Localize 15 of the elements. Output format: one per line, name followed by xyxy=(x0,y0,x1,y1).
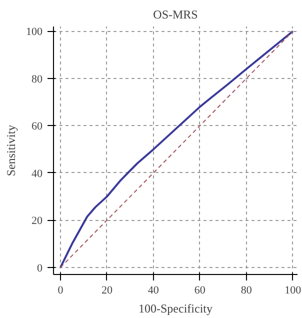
chart-title: OS-MRS xyxy=(153,8,198,22)
x-tick-label: 40 xyxy=(148,284,160,296)
x-tick-label: 20 xyxy=(101,284,113,296)
x-tick-label: 60 xyxy=(194,284,206,296)
y-tick-label: 60 xyxy=(32,120,43,133)
y-axis-title: Sensitivity xyxy=(4,124,18,176)
y-tick-label: 100 xyxy=(26,26,43,38)
y-tick-label: 20 xyxy=(32,215,43,228)
x-tick-label: 100 xyxy=(284,284,302,296)
x-axis-title: 100-Specificity xyxy=(138,302,212,316)
y-tick-label: 80 xyxy=(32,73,43,86)
y-tick-label: 40 xyxy=(32,168,43,180)
x-tick-label: 80 xyxy=(240,284,252,296)
y-tick-label: 0 xyxy=(37,262,43,274)
x-tick-label: 0 xyxy=(58,284,64,296)
